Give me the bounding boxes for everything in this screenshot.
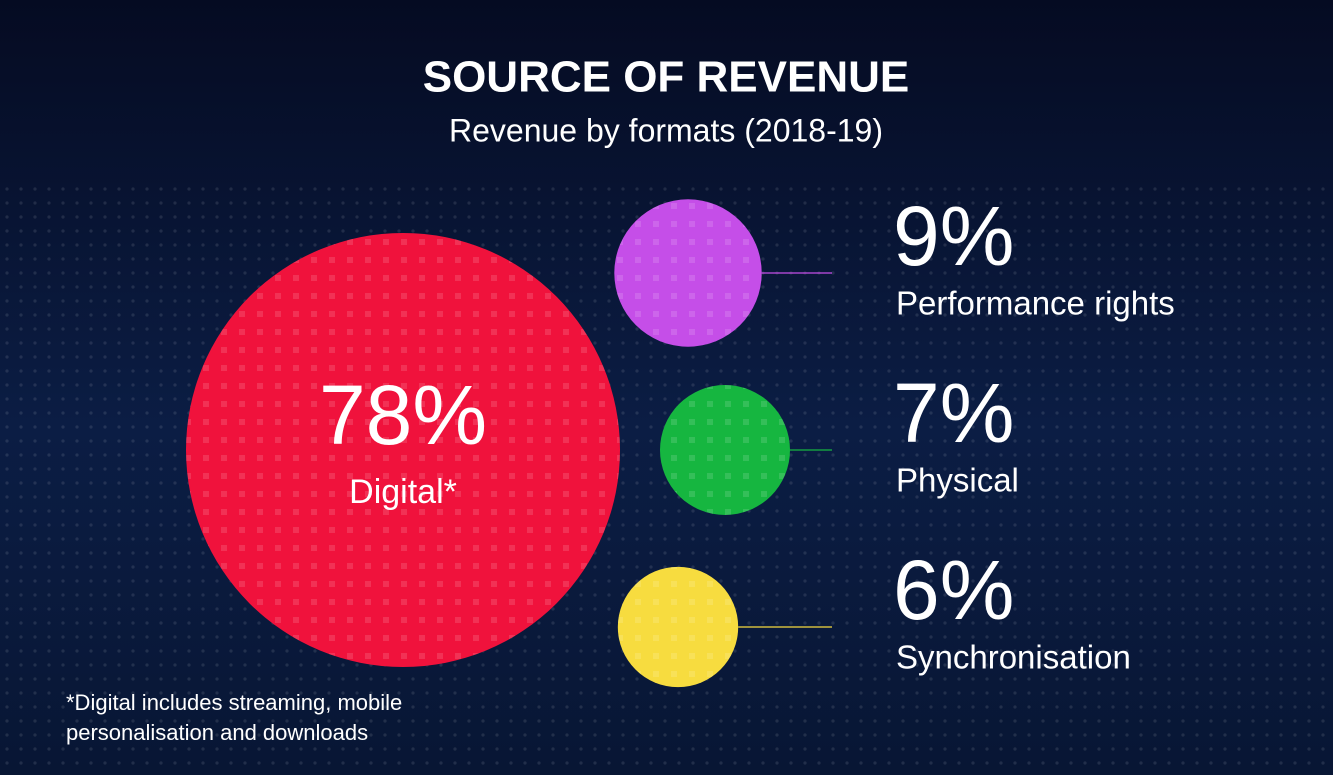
value-label: 9% (893, 189, 1014, 283)
bubble-texture (614, 199, 762, 347)
bubble-texture (659, 384, 791, 516)
value-label: 6% (893, 543, 1014, 637)
footnote: *Digital includes streaming, mobile perso… (66, 690, 402, 745)
value-label: 78% (319, 368, 487, 462)
category-label: Performance rights (896, 285, 1175, 322)
category-label: Synchronisation (896, 639, 1131, 676)
bubble-texture (186, 233, 620, 667)
value-label: 7% (893, 366, 1014, 460)
title: SOURCE OF REVENUE (423, 53, 910, 102)
category-label: Physical (896, 462, 1019, 499)
bubble-texture (617, 566, 739, 688)
category-label: Digital* (349, 473, 457, 511)
subtitle: Revenue by formats (2018-19) (449, 112, 883, 148)
